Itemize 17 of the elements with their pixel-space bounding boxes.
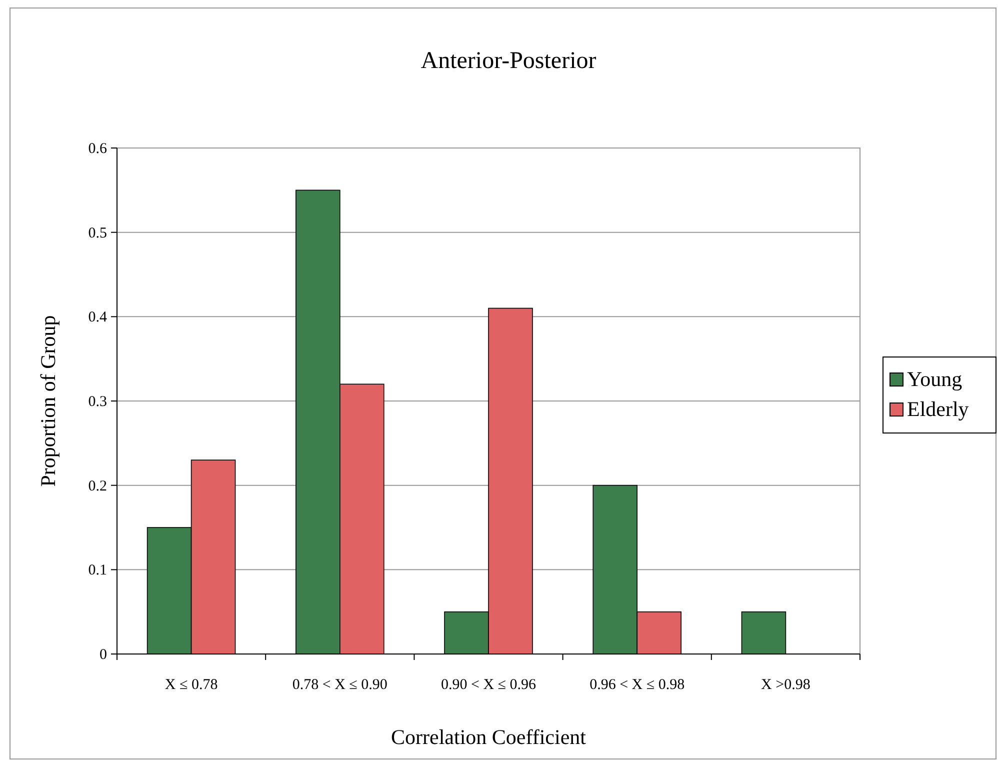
x-tick-label: 0.96 < X ≤ 0.98 xyxy=(590,677,685,693)
legend-label: Elderly xyxy=(907,397,970,421)
legend-label: Young xyxy=(907,367,963,391)
y-tick-label: 0.1 xyxy=(88,562,107,579)
y-tick-label: 0.2 xyxy=(88,478,107,494)
x-tick-label: 0.90 < X ≤ 0.96 xyxy=(440,677,537,693)
y-tick-label: 0.4 xyxy=(88,310,108,326)
y-tick-label: 0.5 xyxy=(88,225,107,242)
y-tick-label: 0 xyxy=(100,647,107,663)
y-tick-label: 0.3 xyxy=(88,394,107,410)
x-tick-label: X >0.98 xyxy=(761,677,810,693)
chart-title: Anterior-Posterior xyxy=(420,48,596,74)
x-tick-label: 0.78 < X ≤ 0.90 xyxy=(292,677,388,693)
y-tick-label: 0.6 xyxy=(88,141,108,157)
x-tick-label: X ≤ 0.78 xyxy=(164,677,218,693)
y-axis-title: Proportion of Group xyxy=(36,315,60,487)
x-axis-title: Correlation Coefficient xyxy=(391,725,586,749)
